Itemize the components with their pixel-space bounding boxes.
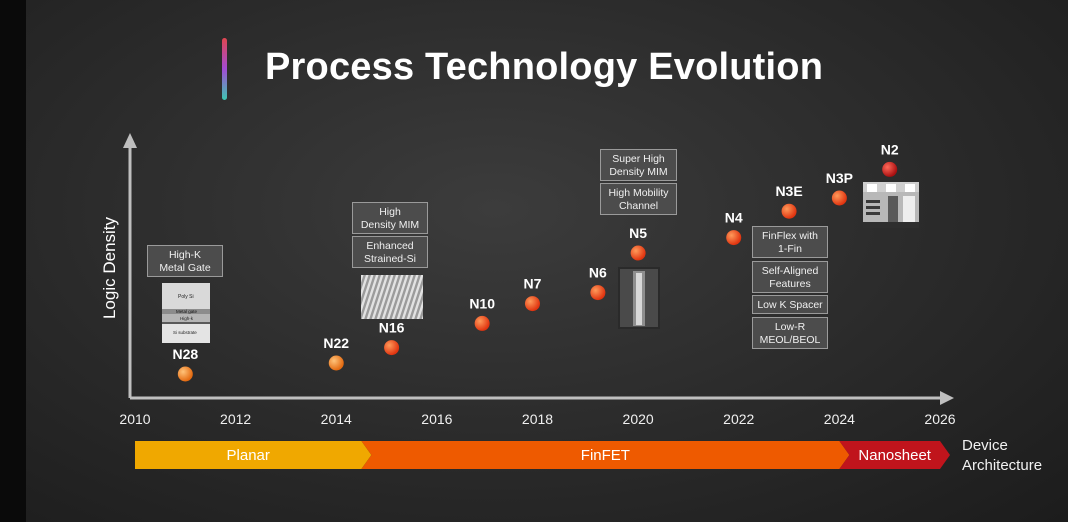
- x-tick-label: 2016: [421, 411, 452, 427]
- x-tick-label: 2022: [723, 411, 754, 427]
- data-point: [590, 285, 606, 301]
- data-point: [726, 230, 742, 246]
- architecture-segment: [135, 441, 372, 469]
- x-tick-label: 2020: [623, 411, 654, 427]
- x-tick-label: 2026: [924, 411, 955, 427]
- data-point-label: N4: [725, 210, 743, 226]
- strained-si-image: [361, 275, 423, 319]
- x-tick-label: 2010: [119, 411, 150, 427]
- data-point-label: N7: [524, 276, 542, 292]
- data-point-label: N16: [379, 320, 405, 336]
- data-point-label: N28: [172, 346, 198, 362]
- thumb-metal-label: Metal gate: [176, 309, 198, 314]
- planar-cross-section-image: Poly Si Metal gate High-k Si substrate: [162, 283, 210, 343]
- architecture-segment-label: Planar: [227, 447, 270, 464]
- data-point: [831, 190, 847, 206]
- data-point-label: N3P: [826, 170, 853, 186]
- architecture-segment-label: Nanosheet: [858, 447, 931, 464]
- y-axis-arrow: [123, 133, 137, 148]
- architecture-segment: [361, 441, 850, 469]
- data-point: [177, 366, 193, 382]
- x-tick-label: 2012: [220, 411, 251, 427]
- annotation-low-r: Low-R MEOL/BEOL: [752, 317, 828, 349]
- thumb-highk-label: High-k: [180, 316, 194, 321]
- annotation-super-high-density-mim: Super High Density MIM: [600, 149, 677, 181]
- annotation-strained-si: Enhanced Strained-Si: [352, 236, 428, 268]
- data-point-label: N10: [469, 295, 495, 311]
- data-point-label: N22: [323, 335, 349, 351]
- annotation-high-k: High-K Metal Gate: [147, 245, 223, 277]
- data-point-label: N2: [881, 141, 899, 157]
- data-point-label: N5: [629, 225, 647, 241]
- annotation-finflex: FinFlex with 1-Fin: [752, 226, 828, 258]
- thumb-poly-label: Poly Si: [178, 294, 194, 300]
- data-point: [630, 245, 646, 261]
- x-axis-arrow: [940, 391, 954, 405]
- data-point: [328, 355, 344, 371]
- page-title: Process Technology Evolution: [265, 46, 824, 88]
- data-point: [882, 161, 898, 177]
- thumb-substrate-label: Si substrate: [173, 330, 197, 335]
- fin-channel-image: [618, 267, 660, 329]
- data-point-label: N6: [589, 265, 607, 281]
- annotation-self-aligned: Self-Aligned Features: [752, 261, 828, 293]
- nanosheet-image: [863, 182, 919, 228]
- annotation-low-k-spacer: Low K Spacer: [752, 295, 828, 314]
- architecture-segment: [839, 441, 950, 469]
- data-point: [474, 315, 490, 331]
- data-point: [781, 203, 797, 219]
- title-accent-bar: [222, 38, 227, 100]
- annotation-high-density-mim: High Density MIM: [352, 202, 428, 234]
- architecture-segment-label: FinFET: [581, 447, 630, 464]
- x-tick-label: 2014: [321, 411, 352, 427]
- x-tick-label: 2018: [522, 411, 553, 427]
- data-point: [384, 340, 400, 356]
- x-tick-label: 2024: [824, 411, 855, 427]
- data-point: [524, 296, 540, 312]
- architecture-label: Device Architecture: [962, 437, 1043, 474]
- data-point-label: N3E: [775, 183, 802, 199]
- annotation-high-mobility-channel: High Mobility Channel: [600, 183, 677, 215]
